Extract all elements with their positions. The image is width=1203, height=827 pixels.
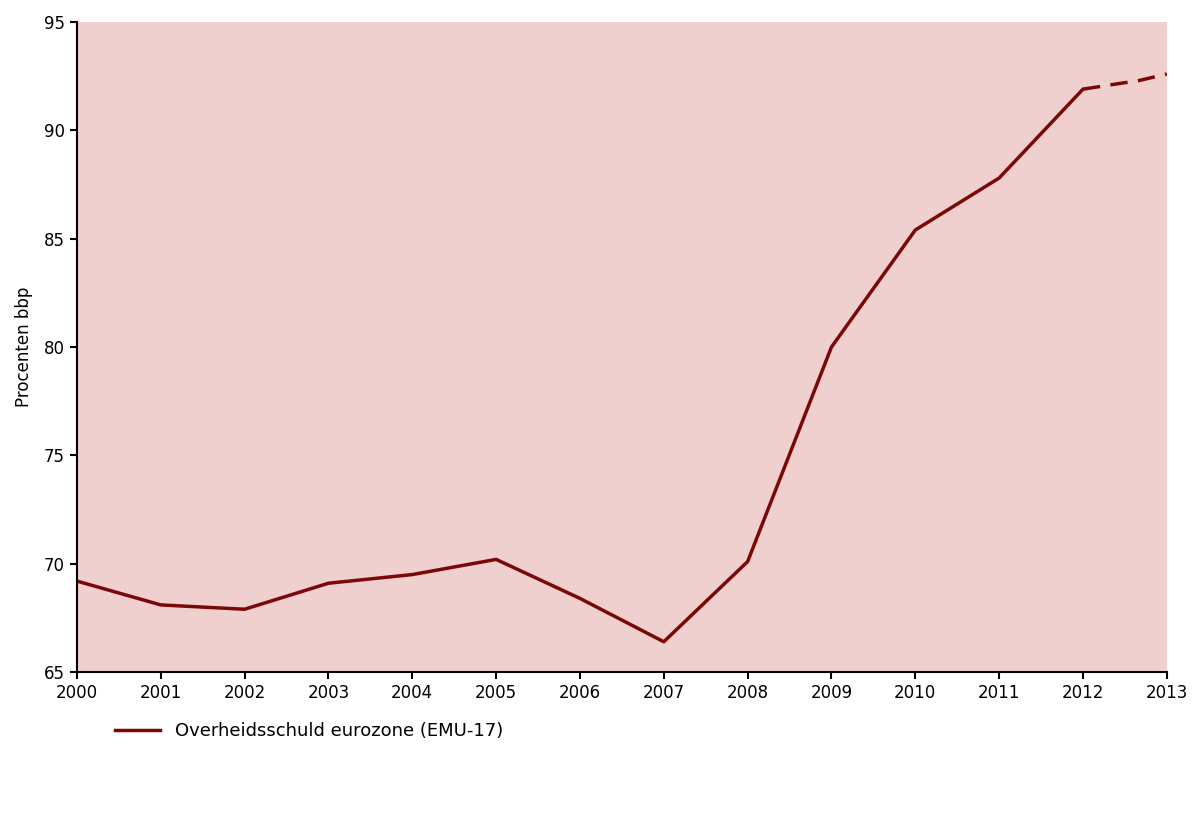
Legend: Overheidsschuld eurozone (EMU-17): Overheidsschuld eurozone (EMU-17) bbox=[108, 715, 510, 748]
Y-axis label: Procenten bbp: Procenten bbp bbox=[14, 287, 32, 407]
